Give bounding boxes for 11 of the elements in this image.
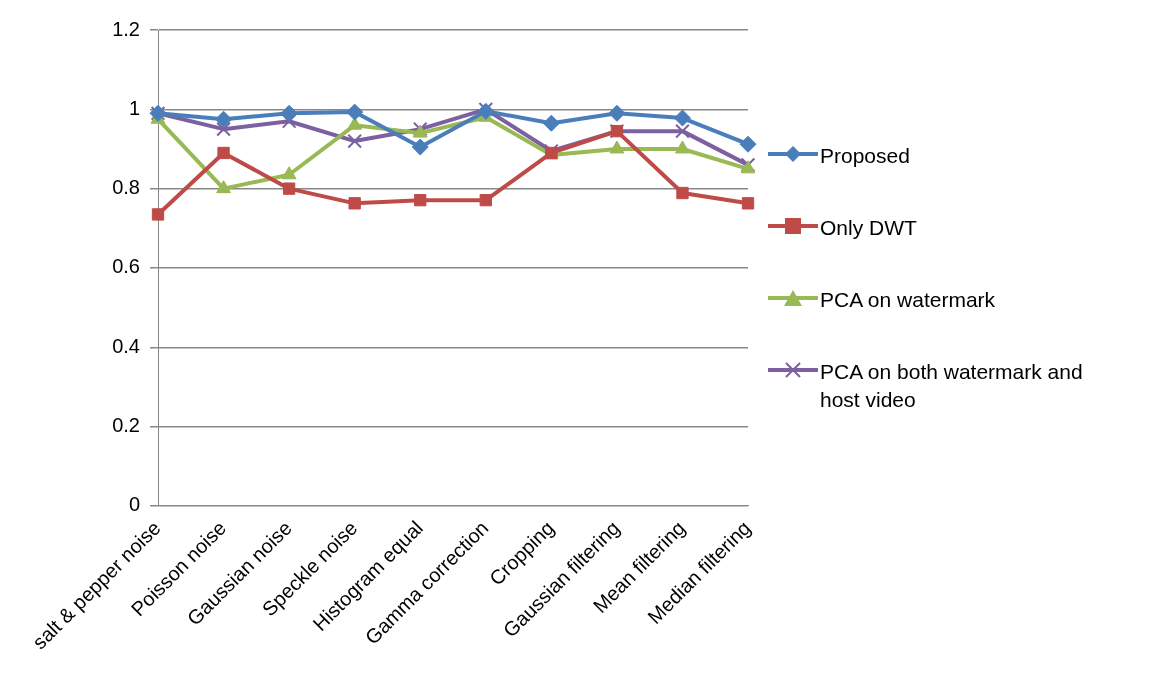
y-tick-label: 0.6 [112, 255, 140, 278]
legend-label: Only DWT [820, 215, 918, 241]
y-tick-label: 0.8 [112, 176, 140, 199]
y-tick-label: 1 [128, 96, 140, 119]
y-tick-label: 1.2 [112, 17, 140, 40]
legend-label: Proposed [820, 143, 911, 169]
legend-label: PCA on watermark [820, 287, 997, 313]
y-tick-label: 0.2 [112, 414, 140, 437]
y-tick-label: 0 [128, 493, 140, 516]
legend-label: PCA on both watermark and host video [820, 359, 1084, 413]
y-tick-label: 0.4 [112, 334, 140, 357]
